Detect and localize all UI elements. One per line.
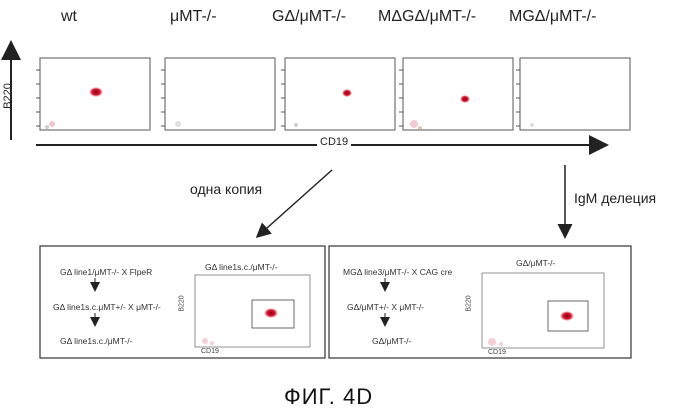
left-step-2: GΔ line1s.c.μMT+/- X μMT-/- [53, 302, 161, 312]
cell-population [89, 87, 103, 97]
flow-plot-umt [161, 58, 275, 130]
cell-population [460, 95, 470, 103]
flow-plot-mgd-umt [516, 58, 630, 130]
left-plot-x-label: CD19 [201, 348, 219, 355]
figure-label: ФИГ. 4D [284, 384, 373, 410]
left-plot-title: GΔ line1s.c./μMT-/- [205, 262, 277, 272]
right-step-1: MGΔ line3/μMT-/- X CAG cre [343, 267, 452, 277]
left-plot-y-label: B220 [179, 295, 186, 311]
flow-plot-mdgd-umt [399, 58, 513, 130]
cell-population [560, 311, 574, 321]
right-plot-y-label: B220 [466, 295, 473, 311]
left-step-3: GΔ line1s.c./μMT-/- [60, 336, 132, 346]
flow-plot-wt [36, 58, 150, 130]
right-plot-title: GΔ/μMT-/- [516, 258, 555, 268]
cell-population [342, 89, 352, 97]
left-step-1: GΔ line1/μMT-/- X FlpeR [60, 267, 152, 277]
y-axis-label: B220 [2, 83, 14, 109]
flow-plot-gd-umt [281, 58, 395, 130]
arrow-label-igm-deletion: IgM делеция [574, 190, 656, 206]
right-step-3: GΔ/μMT-/- [372, 336, 411, 346]
arrow-one-copy [258, 170, 332, 236]
cell-population [264, 308, 278, 318]
right-plot-x-label: CD19 [488, 349, 506, 356]
x-axis-label: CD19 [317, 136, 351, 148]
right-step-2: GΔ/μMT+/- X μMT-/- [347, 302, 424, 312]
arrow-label-one-copy: одна копия [190, 181, 262, 197]
